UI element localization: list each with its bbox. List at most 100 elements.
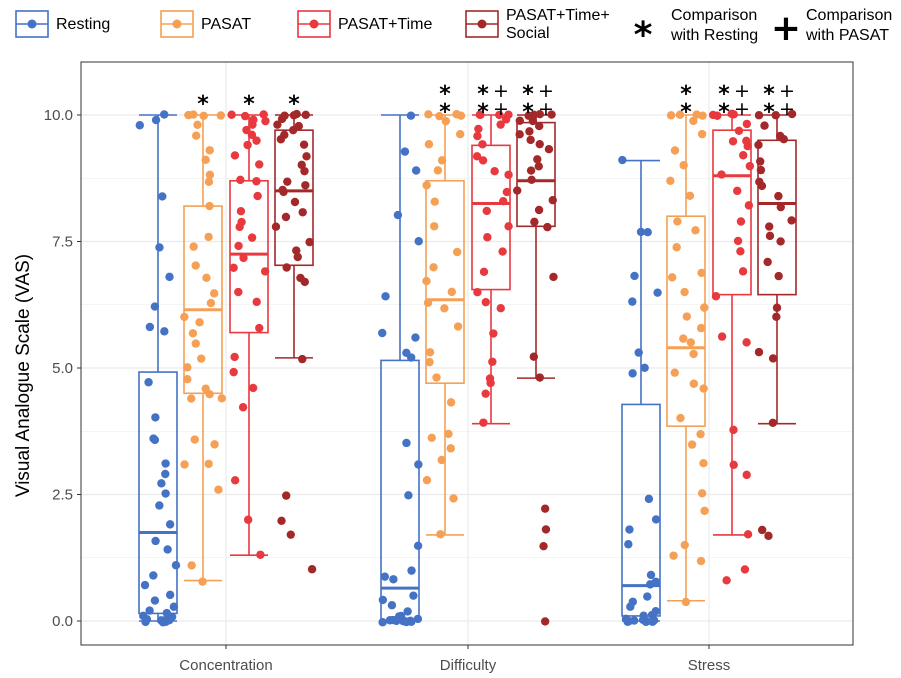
data-point [161,459,170,468]
data-point [393,210,403,220]
star-symbol: * [439,82,451,107]
data-point [165,520,175,529]
box-difficulty-pasat-time [471,114,511,425]
data-point [286,530,295,539]
data-point [280,111,289,120]
data-point [534,162,543,171]
data-point [193,120,202,130]
data-point [628,369,637,378]
data-point [237,217,246,227]
data-point [760,121,769,130]
data-point [139,611,148,621]
data-point [768,354,778,363]
data-point [481,297,490,307]
data-point [163,545,172,554]
data-point [729,110,738,119]
star-symbol: * [680,100,692,125]
data-point [483,233,492,242]
data-point [535,373,544,382]
data-point [435,111,444,121]
data-point [541,525,551,534]
data-point [697,129,707,139]
data-point [189,242,198,251]
data-point [204,177,214,187]
star-symbol: * [718,100,730,125]
data-point [666,176,675,186]
data-point [145,322,155,332]
data-point [699,384,708,393]
data-point [696,429,705,439]
data-point [473,288,482,297]
legend-label: PASAT+Time [338,16,432,33]
data-point [745,161,755,171]
significance-marker: **++ [718,80,750,125]
data-point [482,206,491,216]
data-point [527,175,536,185]
data-point [733,236,743,246]
plus-symbol: + [493,98,509,120]
legend-key-point [309,19,319,29]
data-point [422,181,431,190]
data-point [687,440,697,449]
box-iqr [229,179,269,334]
data-point [496,120,505,129]
legend-label: Social [506,25,550,42]
data-point [187,561,196,570]
plot-panel-border [80,61,854,646]
data-point [646,570,656,580]
data-point [618,155,627,165]
data-point [774,271,783,281]
data-point [230,352,239,362]
data-point [447,287,457,297]
data-point [530,217,539,227]
data-point [169,602,179,611]
data-point [156,616,166,625]
significance-marker: * [243,92,255,117]
data-point [643,592,652,601]
data-point [183,363,192,372]
significance-markers: * * * ****++**++****++**++ [197,80,795,125]
plus-symbol: + [493,80,509,102]
data-point [488,357,497,366]
data-point [184,110,193,120]
data-point [155,501,164,510]
data-point [165,590,175,600]
data-point [722,576,731,585]
data-point [199,111,208,121]
data-point [252,136,261,145]
legend-key-point [172,19,182,29]
data-point [444,429,453,439]
data-point [499,196,508,206]
data-point [754,347,764,357]
data-point [673,217,682,226]
data-point [204,459,213,469]
data-point [679,161,688,170]
data-point [425,357,434,367]
star-symbol: * [477,82,489,107]
data-point [549,272,558,282]
data-point [446,444,455,453]
data-point [689,116,698,126]
data-point [279,187,288,197]
data-point [411,333,420,342]
data-point [472,152,482,161]
data-point [406,111,416,120]
data-point [150,302,160,311]
data-point [699,458,708,468]
data-point [202,273,211,283]
data-point [437,455,446,465]
data-point [234,241,243,251]
data-point [504,110,513,119]
data-point [639,611,648,620]
data-point [277,516,286,525]
data-point [206,298,216,308]
plus-symbol: + [734,80,750,102]
data-point [768,418,778,428]
data-point [539,541,548,551]
data-point [630,271,639,281]
data-point [294,121,303,131]
data-point [282,263,291,272]
data-point [453,322,463,331]
data-point [502,187,512,197]
